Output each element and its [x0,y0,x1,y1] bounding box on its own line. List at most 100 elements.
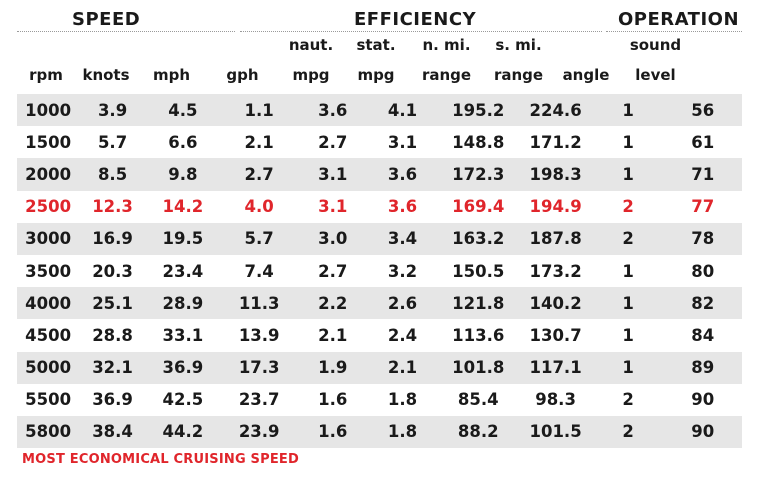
table-row: 2500 12.3 14.2 4.0 3.1 3.6 169.4 194.9 2 77 [17,191,742,223]
table-cell: 101.8 [437,351,519,384]
table-cell: 2000 [17,158,80,191]
table-cell: 98.3 [535,390,576,410]
table-cell: 11.3 [219,287,299,320]
column-header: range [421,66,472,84]
table-cell: 84 [691,325,715,345]
table-cell: 5.7 [219,222,299,255]
table-cell: 88.2 [437,415,519,449]
column-header: gph [226,66,259,84]
table-cell: 80 [691,261,715,281]
table-cell: 2.7 [318,132,348,152]
table-cell: 4000 [17,287,80,320]
table-cell: 130.7 [529,325,582,345]
table-cell: 44.2 [145,415,220,449]
table-cell: 1 [592,94,664,127]
table-cell: 3.0 [298,222,368,255]
table-cell: 3000 [17,222,80,255]
table-cell: 9.8 [145,158,220,191]
table-cell: 4500 [25,325,72,345]
table-cell: 163.2 [437,222,519,255]
performance-table: 1000 3.9 4.5 1.1 3.6 4.1 195.2 224.6 1 56 1500 5.7 6… [17,94,742,449]
table-cell: 171.2 [529,132,582,152]
table-cell: 2.1 [244,132,274,152]
table-cell: 61 [691,132,715,152]
table-cell: 36.9 [92,390,133,410]
table-cell: 6.6 [168,132,198,152]
group-underline-efficiency [240,31,602,32]
table-cell: 2.6 [367,287,438,320]
table-cell: 1 [592,158,664,191]
table-cell: 19.5 [145,222,220,255]
table-row: 5000 32.1 36.9 17.3 1.9 2.1 101.8 117.1 1 89 [17,351,742,384]
table-cell: 25.1 [79,287,146,320]
group-header-speed: SPEED [72,9,141,30]
table-cell: 3.1 [387,132,418,152]
table-cell: 89 [663,351,742,384]
table-cell: 148.8 [452,132,505,152]
column-header: knots [82,66,130,84]
table-row: 3000 16.9 19.5 5.7 3.0 3.4 163.2 187.8 2 78 [17,222,742,255]
table-cell: 56 [663,94,742,127]
table-cell: 195.2 [437,94,519,127]
table-cell: 198.3 [518,158,593,191]
table-cell: 82 [663,287,742,320]
table-cell: 140.2 [518,287,593,320]
column-header: mpg [292,66,330,84]
table-cell: 8.5 [79,158,146,191]
table-cell: 1.1 [219,94,299,127]
table-cell: 3.6 [387,197,418,217]
table-cell: 78 [663,222,742,255]
table-cell: 172.3 [437,158,519,191]
footnote: MOST ECONOMICAL CRUISING SPEED [22,452,299,467]
table-cell: 187.8 [518,222,593,255]
table-cell: 5500 [25,390,72,410]
table-cell: 1 [622,325,634,345]
table-cell: 7.4 [244,261,274,281]
table-cell: 2500 [25,197,72,217]
table-cell: 14.2 [162,197,204,217]
table-cell: 17.3 [219,351,299,384]
table-cell: 2 [622,390,634,410]
table-cell: 121.8 [437,287,519,320]
table-cell: 1000 [17,94,80,127]
table-cell: 71 [663,158,742,191]
table-cell: 1.6 [298,415,368,449]
table-cell: 169.4 [452,197,505,217]
table-cell: 1.6 [318,390,348,410]
table-cell: 1 [592,287,664,320]
table-cell: 3.4 [367,222,438,255]
table-cell: 28.8 [92,325,133,345]
group-underline-operation [606,31,742,32]
column-header: rpm [29,66,63,84]
table-cell: 77 [691,197,715,217]
table-row: 5800 38.4 44.2 23.9 1.6 1.8 88.2 101.5 2 90 [17,415,742,449]
table-cell: 4.0 [244,197,274,217]
table-row: 4000 25.1 28.9 11.3 2.2 2.6 121.8 140.2 1 82 [17,287,742,320]
column-header: angle [562,66,610,84]
table-cell: 13.9 [238,325,280,345]
column-header-top: s. mi. [495,36,542,54]
table-row: 1000 3.9 4.5 1.1 3.6 4.1 195.2 224.6 1 56 [17,94,742,127]
table-row: 1500 5.7 6.6 2.1 2.7 3.1 148.8 171.2 1 61 [17,126,742,158]
table-cell: 5800 [17,415,80,449]
table-cell: 150.5 [452,261,505,281]
table-cell: 1.8 [367,415,438,449]
table-cell: 101.5 [518,415,593,449]
table-cell: 2.1 [318,325,348,345]
table-body: 1000 3.9 4.5 1.1 3.6 4.1 195.2 224.6 1 56 1500 5.7 6… [17,94,742,449]
table-row: 4500 28.8 33.1 13.9 2.1 2.4 113.6 130.7 1 84 [17,319,742,351]
table-cell: 2 [592,222,664,255]
table-cell: 23.9 [219,415,299,449]
group-header-operation: OPERATION [618,9,740,30]
table-cell: 1.8 [387,390,418,410]
group-header-efficiency: EFFICIENCY [354,9,477,30]
column-header-top: n. mi. [422,36,471,54]
table-cell: 3.9 [79,94,146,127]
table-cell: 32.1 [79,351,146,384]
column-header: range [493,66,544,84]
table-cell: 90 [691,390,715,410]
table-cell: 2 [592,415,664,449]
table-cell: 3.2 [387,261,418,281]
table-row: 2000 8.5 9.8 2.7 3.1 3.6 172.3 198.3 1 71 [17,158,742,191]
table-cell: 1.9 [298,351,368,384]
